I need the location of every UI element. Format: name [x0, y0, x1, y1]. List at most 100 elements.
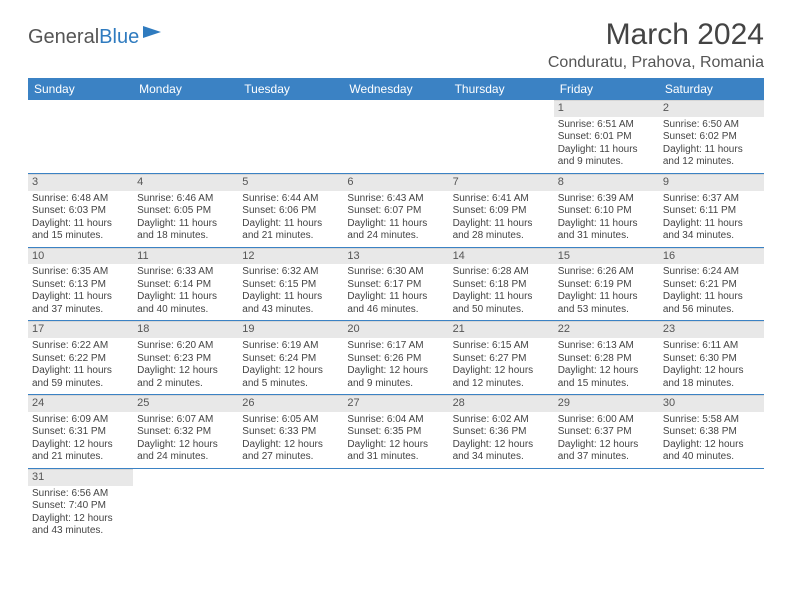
day-line: Sunset: 6:30 PM [663, 353, 760, 366]
day-body: Sunrise: 6:11 AMSunset: 6:30 PMDaylight:… [659, 338, 764, 394]
week-row: 3Sunrise: 6:48 AMSunset: 6:03 PMDaylight… [28, 174, 764, 248]
day-line: and 21 minutes. [242, 230, 339, 243]
day-line: Daylight: 11 hours [558, 144, 655, 157]
day-line: Sunset: 6:18 PM [453, 279, 550, 292]
day-line: Sunset: 6:02 PM [663, 131, 760, 144]
day-line: Sunrise: 6:07 AM [137, 414, 234, 427]
day-number: 27 [343, 395, 448, 412]
day-body: Sunrise: 6:46 AMSunset: 6:05 PMDaylight:… [133, 191, 238, 247]
calendar-cell: 30Sunrise: 5:58 AMSunset: 6:38 PMDayligh… [659, 395, 764, 468]
day-body: Sunrise: 6:20 AMSunset: 6:23 PMDaylight:… [133, 338, 238, 394]
calendar-cell: 2Sunrise: 6:50 AMSunset: 6:02 PMDaylight… [659, 100, 764, 173]
calendar-cell: 31Sunrise: 6:56 AMSunset: 7:40 PMDayligh… [28, 469, 133, 542]
calendar-cell: 9Sunrise: 6:37 AMSunset: 6:11 PMDaylight… [659, 174, 764, 247]
day-body: Sunrise: 6:17 AMSunset: 6:26 PMDaylight:… [343, 338, 448, 394]
day-line: Sunrise: 6:41 AM [453, 193, 550, 206]
calendar-cell [238, 100, 343, 173]
day-number: 7 [449, 174, 554, 191]
day-number: 4 [133, 174, 238, 191]
header: GeneralBlue March 2024 Conduratu, Prahov… [28, 18, 764, 72]
day-line: Sunrise: 6:51 AM [558, 119, 655, 132]
day-body: Sunrise: 6:15 AMSunset: 6:27 PMDaylight:… [449, 338, 554, 394]
day-body: Sunrise: 6:44 AMSunset: 6:06 PMDaylight:… [238, 191, 343, 247]
day-line: Sunset: 6:19 PM [558, 279, 655, 292]
day-line: Daylight: 11 hours [663, 291, 760, 304]
day-number: 3 [28, 174, 133, 191]
calendar-cell [133, 469, 238, 542]
calendar-cell: 24Sunrise: 6:09 AMSunset: 6:31 PMDayligh… [28, 395, 133, 468]
day-line: Daylight: 11 hours [137, 218, 234, 231]
day-line: Daylight: 11 hours [32, 365, 129, 378]
day-line: Sunrise: 6:48 AM [32, 193, 129, 206]
day-line: Sunset: 6:13 PM [32, 279, 129, 292]
day-line: Daylight: 12 hours [453, 439, 550, 452]
day-line: Sunset: 6:35 PM [347, 426, 444, 439]
day-line: Daylight: 11 hours [242, 218, 339, 231]
day-line: Sunrise: 6:24 AM [663, 266, 760, 279]
calendar-cell: 5Sunrise: 6:44 AMSunset: 6:06 PMDaylight… [238, 174, 343, 247]
day-body: Sunrise: 6:02 AMSunset: 6:36 PMDaylight:… [449, 412, 554, 468]
day-line: Sunset: 6:07 PM [347, 205, 444, 218]
day-line: and 37 minutes. [558, 451, 655, 464]
day-line: and 31 minutes. [558, 230, 655, 243]
day-line: Sunrise: 6:22 AM [32, 340, 129, 353]
day-line: Sunset: 6:32 PM [137, 426, 234, 439]
day-line: and 24 minutes. [347, 230, 444, 243]
day-header: Thursday [449, 78, 554, 100]
day-line: Sunrise: 6:11 AM [663, 340, 760, 353]
calendar-cell [554, 469, 659, 542]
day-number: 16 [659, 248, 764, 265]
day-body: Sunrise: 5:58 AMSunset: 6:38 PMDaylight:… [659, 412, 764, 468]
calendar-cell: 6Sunrise: 6:43 AMSunset: 6:07 PMDaylight… [343, 174, 448, 247]
calendar-cell: 13Sunrise: 6:30 AMSunset: 6:17 PMDayligh… [343, 248, 448, 321]
day-number: 8 [554, 174, 659, 191]
day-line: Sunset: 6:17 PM [347, 279, 444, 292]
calendar-cell [28, 100, 133, 173]
calendar-cell: 18Sunrise: 6:20 AMSunset: 6:23 PMDayligh… [133, 321, 238, 394]
calendar-cell [343, 469, 448, 542]
day-body: Sunrise: 6:04 AMSunset: 6:35 PMDaylight:… [343, 412, 448, 468]
day-line: Sunset: 6:03 PM [32, 205, 129, 218]
calendar-cell [659, 469, 764, 542]
day-number: 21 [449, 321, 554, 338]
month-title: March 2024 [548, 18, 764, 52]
week-row: 1Sunrise: 6:51 AMSunset: 6:01 PMDaylight… [28, 100, 764, 174]
day-line: Sunrise: 6:00 AM [558, 414, 655, 427]
calendar-cell: 21Sunrise: 6:15 AMSunset: 6:27 PMDayligh… [449, 321, 554, 394]
day-line: Sunrise: 6:43 AM [347, 193, 444, 206]
day-line: and 15 minutes. [558, 378, 655, 391]
day-line: Daylight: 12 hours [347, 439, 444, 452]
day-line: Sunset: 6:22 PM [32, 353, 129, 366]
day-line: Daylight: 12 hours [242, 439, 339, 452]
day-line: Daylight: 12 hours [32, 439, 129, 452]
day-number: 12 [238, 248, 343, 265]
day-line: Daylight: 11 hours [32, 218, 129, 231]
calendar-cell [343, 100, 448, 173]
day-number: 22 [554, 321, 659, 338]
day-line: and 40 minutes. [137, 304, 234, 317]
day-line: Sunrise: 6:50 AM [663, 119, 760, 132]
day-body: Sunrise: 6:37 AMSunset: 6:11 PMDaylight:… [659, 191, 764, 247]
day-line: Sunrise: 6:37 AM [663, 193, 760, 206]
day-number: 31 [28, 469, 133, 486]
day-body: Sunrise: 6:43 AMSunset: 6:07 PMDaylight:… [343, 191, 448, 247]
day-body: Sunrise: 6:22 AMSunset: 6:22 PMDaylight:… [28, 338, 133, 394]
day-line: Sunset: 6:23 PM [137, 353, 234, 366]
calendar-cell: 27Sunrise: 6:04 AMSunset: 6:35 PMDayligh… [343, 395, 448, 468]
logo-text-2: Blue [99, 26, 139, 49]
day-line: and 5 minutes. [242, 378, 339, 391]
day-line: and 43 minutes. [242, 304, 339, 317]
day-line: Sunrise: 6:05 AM [242, 414, 339, 427]
week-row: 31Sunrise: 6:56 AMSunset: 7:40 PMDayligh… [28, 469, 764, 542]
day-header: Sunday [28, 78, 133, 100]
calendar-cell: 19Sunrise: 6:19 AMSunset: 6:24 PMDayligh… [238, 321, 343, 394]
day-line: Daylight: 11 hours [453, 218, 550, 231]
day-line: Sunrise: 6:56 AM [32, 488, 129, 501]
day-line: Sunset: 6:26 PM [347, 353, 444, 366]
calendar-cell: 23Sunrise: 6:11 AMSunset: 6:30 PMDayligh… [659, 321, 764, 394]
day-number: 14 [449, 248, 554, 265]
day-line: and 40 minutes. [663, 451, 760, 464]
calendar-cell: 7Sunrise: 6:41 AMSunset: 6:09 PMDaylight… [449, 174, 554, 247]
calendar-cell: 20Sunrise: 6:17 AMSunset: 6:26 PMDayligh… [343, 321, 448, 394]
day-body: Sunrise: 6:56 AMSunset: 7:40 PMDaylight:… [28, 486, 133, 542]
